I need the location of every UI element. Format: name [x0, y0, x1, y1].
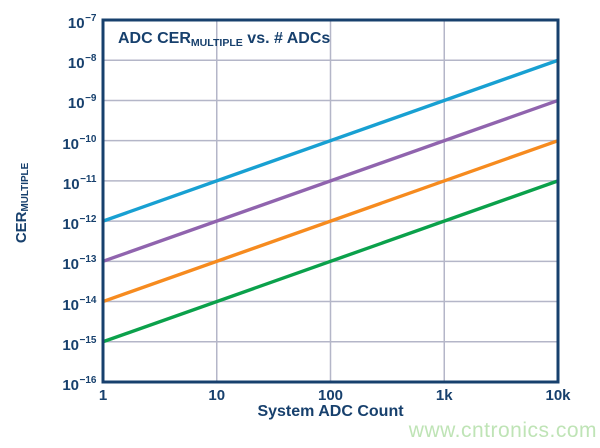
y-tick-label: 10−16: [62, 375, 97, 394]
chart-title-suffix: vs. # ADCs: [242, 30, 331, 47]
plot-border: [101, 18, 560, 384]
y-tick-label: 10−14: [62, 294, 97, 314]
chart-title-subscript: MULTIPLE: [190, 36, 243, 49]
chart-title: ADC CERMULTIPLE vs. # ADCs: [118, 30, 331, 49]
y-tick-label: 10−11: [62, 173, 97, 193]
y-tick-label: 10−10: [62, 133, 97, 153]
series-purple: [102, 98, 559, 263]
x-tick-label: 10k: [545, 387, 571, 404]
chart-title-prefix: ADC CER: [118, 30, 191, 47]
y-tick-label: 10−15: [62, 334, 97, 354]
x-tick-label: 10: [208, 387, 226, 404]
series-orange: [102, 139, 559, 304]
series-blue: [102, 58, 559, 223]
x-axis-label: System ADC Count: [257, 403, 404, 420]
y-tick-label: 10−12: [62, 214, 97, 234]
watermark-text: www.cntronics.com: [408, 419, 597, 442]
x-tick-label: 1k: [435, 387, 453, 404]
x-tick-label: 100: [317, 387, 344, 404]
x-tick-label: 1: [98, 387, 108, 404]
y-tick-label: 10−13: [62, 254, 97, 274]
y-tick-label: 10−7: [67, 13, 97, 32]
y-tick-label: 10−9: [67, 93, 97, 113]
y-tick-label: 10−8: [67, 53, 97, 73]
series-green: [102, 179, 559, 344]
